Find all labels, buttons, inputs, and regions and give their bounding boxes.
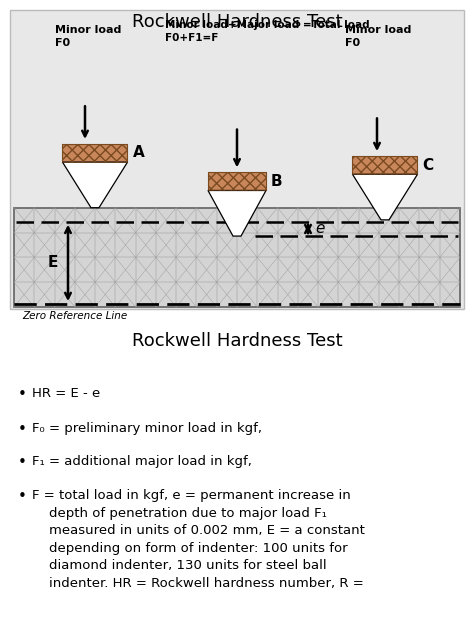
Text: Minor load
F0: Minor load F0	[345, 25, 411, 48]
Polygon shape	[63, 162, 128, 208]
Text: F = total load in kgf, e = permanent increase in
    depth of penetration due to: F = total load in kgf, e = permanent inc…	[32, 489, 365, 590]
Text: F₁ = additional major load in kgf,: F₁ = additional major load in kgf,	[32, 455, 252, 468]
Text: •: •	[18, 455, 27, 470]
Bar	[63, 144, 128, 162]
Text: HR = E - e: HR = E - e	[32, 387, 100, 400]
Polygon shape	[353, 174, 418, 220]
Text: Minor load+Major load =Total load
F0+F1=F: Minor load+Major load =Total load F0+F1=…	[165, 20, 370, 43]
Bar	[208, 173, 266, 190]
Text: F₀ = preliminary minor load in kgf,: F₀ = preliminary minor load in kgf,	[32, 422, 262, 435]
Text: •: •	[18, 489, 27, 504]
Text: E: E	[47, 255, 58, 270]
Text: Rockwell Hardness Test: Rockwell Hardness Test	[132, 13, 342, 31]
Bar	[353, 156, 418, 174]
Text: Rockwell Hardness Test: Rockwell Hardness Test	[132, 332, 342, 350]
Bar	[63, 144, 128, 162]
Text: B: B	[271, 174, 283, 189]
Text: e: e	[315, 221, 324, 236]
Text: Zero Reference Line: Zero Reference Line	[22, 311, 127, 321]
Text: Minor load
F0: Minor load F0	[55, 25, 121, 48]
Text: •: •	[18, 422, 27, 437]
Polygon shape	[208, 190, 266, 236]
Bar	[14, 208, 460, 307]
Text: •: •	[18, 387, 27, 402]
Bar	[208, 173, 266, 190]
Text: C: C	[422, 157, 434, 173]
Text: A: A	[133, 145, 144, 161]
Bar	[353, 156, 418, 174]
